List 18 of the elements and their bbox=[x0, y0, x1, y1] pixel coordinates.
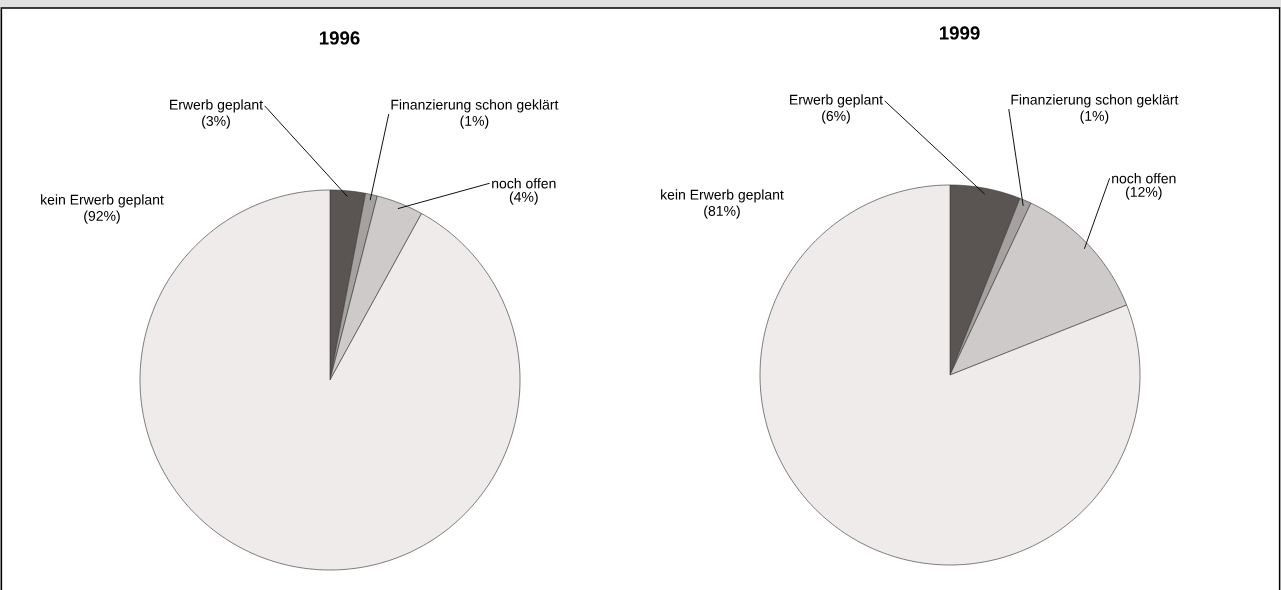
data-label: (1%) bbox=[1080, 110, 1109, 124]
slice-label: Finanzierung schon geklärt bbox=[1011, 94, 1179, 108]
data-label: (12%) bbox=[1126, 186, 1162, 200]
chart-title: 1999 bbox=[939, 26, 980, 40]
data-label: (81%) bbox=[704, 205, 740, 219]
slice-label: kein Erwerb geplant bbox=[661, 189, 784, 203]
slice-label: noch offen bbox=[492, 178, 556, 189]
data-label: (3%) bbox=[202, 115, 230, 129]
data-label: (92%) bbox=[84, 210, 120, 224]
slice-label: Erwerb geplant bbox=[790, 94, 883, 108]
slice-label: kein Erwerb geplant bbox=[41, 194, 164, 208]
slice-label: Finanzierung schon geklärt bbox=[391, 99, 559, 113]
slice-label: noch offen bbox=[1112, 173, 1176, 184]
chart-title: 1996 bbox=[319, 31, 360, 45]
data-label: (1%) bbox=[460, 115, 489, 129]
slice-label: Erwerb geplant bbox=[170, 99, 263, 113]
data-label: (6%) bbox=[822, 110, 850, 124]
data-label: (4%) bbox=[509, 191, 538, 205]
